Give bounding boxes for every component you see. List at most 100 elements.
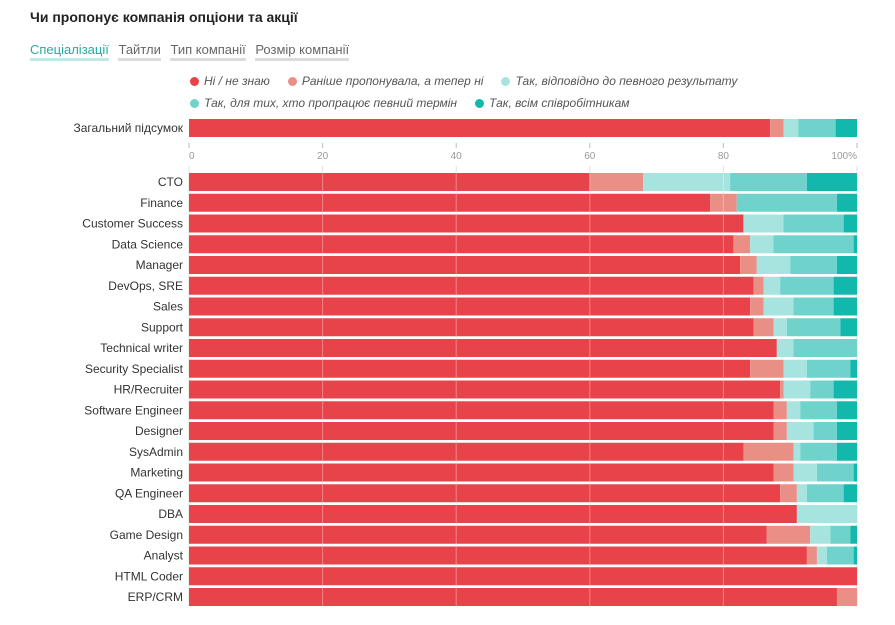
bar-segment: [189, 380, 781, 399]
bar-segment: [836, 422, 857, 440]
category-label: Designer: [135, 424, 183, 438]
category-label: DBA: [158, 507, 183, 521]
bar-segment: [189, 318, 754, 337]
category-label: Game Design: [110, 528, 183, 542]
bar-segment: [189, 463, 774, 482]
category-label: Manager: [136, 258, 183, 272]
bar-segment: [780, 276, 834, 295]
legend-item[interactable]: Раніше пропонувала, а тепер ні: [287, 70, 484, 92]
legend-label: Так, всім співробітникам: [489, 96, 630, 110]
bar-segment: [783, 214, 844, 233]
bar-segment: [810, 380, 834, 399]
bar-segment: [850, 359, 857, 378]
legend-item[interactable]: Так, відповідно до певного результату: [501, 70, 737, 92]
legend-swatch: [475, 99, 485, 108]
legend-label: Так, для тих, хто пропрацює певний термі…: [204, 96, 458, 110]
category-label: Support: [141, 320, 184, 334]
filter-tabs: Спеціалізації Тайтли Тип компанії Розмір…: [30, 42, 355, 61]
bar-segment: [783, 380, 811, 399]
bar-segment: [189, 235, 734, 254]
tick-label: 80: [718, 151, 730, 162]
bar-segment: [189, 442, 744, 461]
bar-segment: [750, 235, 774, 254]
legend-item[interactable]: Так, всім співробітникам: [475, 92, 629, 114]
bar-row: HR/Recruiter: [114, 380, 857, 399]
tab-company-type[interactable]: Тип компанії: [170, 42, 246, 61]
bar-segment: [643, 173, 731, 191]
bar-segment: [836, 588, 857, 606]
bar-row: Designer: [135, 422, 857, 440]
tab-company-size[interactable]: Розмір компанії: [255, 42, 350, 61]
category-label: ERP/CRM: [128, 590, 183, 604]
bar-segment: [786, 422, 814, 440]
bar-segment: [189, 214, 744, 233]
category-label: HR/Recruiter: [114, 383, 183, 397]
bar-segment: [853, 546, 857, 565]
legend-label: Раніше пропонувала, а тепер ні: [301, 74, 484, 88]
bar-segment: [813, 422, 837, 440]
tab-titles[interactable]: Тайтли: [118, 42, 161, 61]
bar-segment: [743, 214, 784, 233]
bar-segment: [800, 401, 837, 420]
bar-segment: [189, 276, 754, 295]
bar-segment: [773, 422, 787, 440]
bar-segment: [786, 401, 801, 420]
bar-row: QA Engineer: [115, 484, 857, 503]
bar-segment: [786, 318, 841, 337]
legend-label: Так, відповідно до певного результату: [515, 74, 738, 88]
bar-segment: [710, 193, 737, 212]
bar-segment: [750, 297, 764, 316]
bar-segment: [740, 256, 757, 274]
bar-segment: [733, 235, 751, 254]
bar-segment: [836, 256, 857, 274]
tab-specializations[interactable]: Спеціалізації: [30, 42, 109, 61]
bar-segment: [833, 276, 857, 295]
bar-segment: [806, 359, 851, 378]
tick-label: 60: [584, 151, 596, 162]
bar-row: ERP/CRM: [128, 588, 857, 606]
bar-segment: [806, 173, 857, 191]
bar-segment: [770, 119, 784, 137]
bar-segment: [189, 567, 857, 586]
bar-segment: [800, 442, 837, 461]
bar-row: Security Specialist: [85, 359, 857, 378]
bar-row: DevOps, SRE: [108, 276, 857, 295]
bar-segment: [780, 380, 784, 399]
bar-segment: [189, 359, 751, 378]
bar-segment: [753, 276, 764, 295]
bar-segment: [783, 359, 807, 378]
bar-segment: [773, 235, 854, 254]
category-label: DevOps, SRE: [108, 279, 183, 293]
bar-segment: [796, 484, 807, 503]
category-label: Security Specialist: [85, 362, 184, 376]
bar-segment: [793, 339, 857, 357]
bar-row: Game Design: [110, 525, 857, 544]
bar-segment: [840, 318, 857, 337]
category-label: Analyst: [144, 549, 184, 563]
bar-segment: [793, 297, 834, 316]
category-label: Загальний підсумок: [73, 121, 183, 135]
chart-legend: Ні / не знаю Раніше пропонувала, а тепер …: [190, 70, 790, 114]
bar-segment: [836, 442, 857, 461]
bar-segment: [780, 484, 797, 503]
legend-item[interactable]: Так, для тих, хто пропрацює певний термі…: [190, 92, 457, 114]
bar-segment: [753, 318, 774, 337]
legend-swatch: [287, 77, 297, 86]
category-label: Sales: [153, 300, 183, 314]
bar-row: Analyst: [144, 546, 857, 565]
bar-segment: [189, 505, 797, 523]
bar-row: Data Science: [112, 235, 857, 254]
bar-segment: [766, 525, 811, 544]
bar-row: CTO: [158, 173, 857, 191]
tick-label: 40: [451, 151, 463, 162]
bar-segment: [843, 484, 857, 503]
legend-label: Ні / не знаю: [204, 74, 270, 88]
bar-row: Support: [141, 318, 857, 337]
legend-item[interactable]: Ні / не знаю: [190, 70, 270, 92]
bar-segment: [189, 401, 774, 420]
bar-segment: [830, 525, 851, 544]
bar-segment: [189, 173, 590, 191]
bar-segment: [833, 297, 857, 316]
category-label: Finance: [140, 196, 183, 210]
